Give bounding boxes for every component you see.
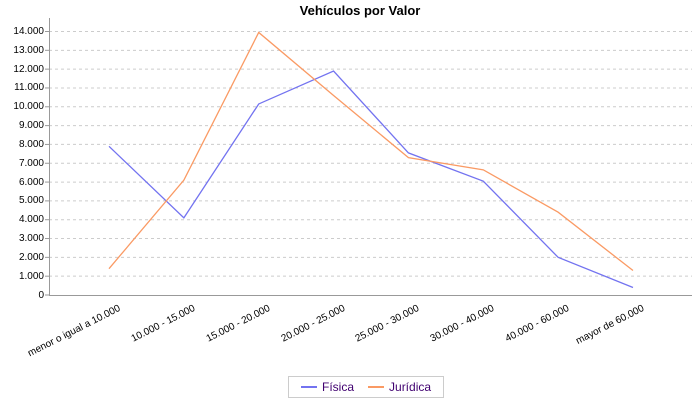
juridica-line-swatch <box>368 386 385 388</box>
y-axis-tick-label: 8.000 <box>18 138 44 150</box>
y-axis-tick-label: 11.000 <box>14 82 44 94</box>
legend-item-juridica: Jurídica <box>368 380 431 394</box>
legend-label-juridica: Jurídica <box>389 380 432 394</box>
y-axis-tick-label: 4.000 <box>18 214 44 226</box>
y-axis-tick-label: 12.000 <box>13 63 44 75</box>
legend: Física Jurídica <box>288 376 445 398</box>
y-axis-tick-label: 10.000 <box>13 101 44 113</box>
legend-label-fisica: Física <box>322 380 355 394</box>
y-axis-tick-label: 2.000 <box>18 251 44 263</box>
y-axis-tick-label: 6.000 <box>18 176 44 188</box>
chart-title: Vehículos por Valor <box>299 3 421 18</box>
y-axis-tick-label: 14.000 <box>13 26 44 37</box>
y-axis-tick-label: 1.000 <box>18 270 44 282</box>
series-line-juridica <box>108 31 634 272</box>
y-axis-tick-label: 0 <box>38 289 44 301</box>
y-axis-tick-label: 7.000 <box>18 157 44 169</box>
y-axis-tick-label: 13.000 <box>13 44 44 56</box>
y-axis-tick-label: 9.000 <box>18 120 44 132</box>
fisica-line-swatch <box>301 386 317 388</box>
y-axis-tick-label: 5.000 <box>18 195 44 207</box>
y-axis-tick-label: 3.000 <box>18 233 44 245</box>
series-line-fisica <box>108 70 634 289</box>
legend-item-fisica: Física <box>301 380 354 394</box>
